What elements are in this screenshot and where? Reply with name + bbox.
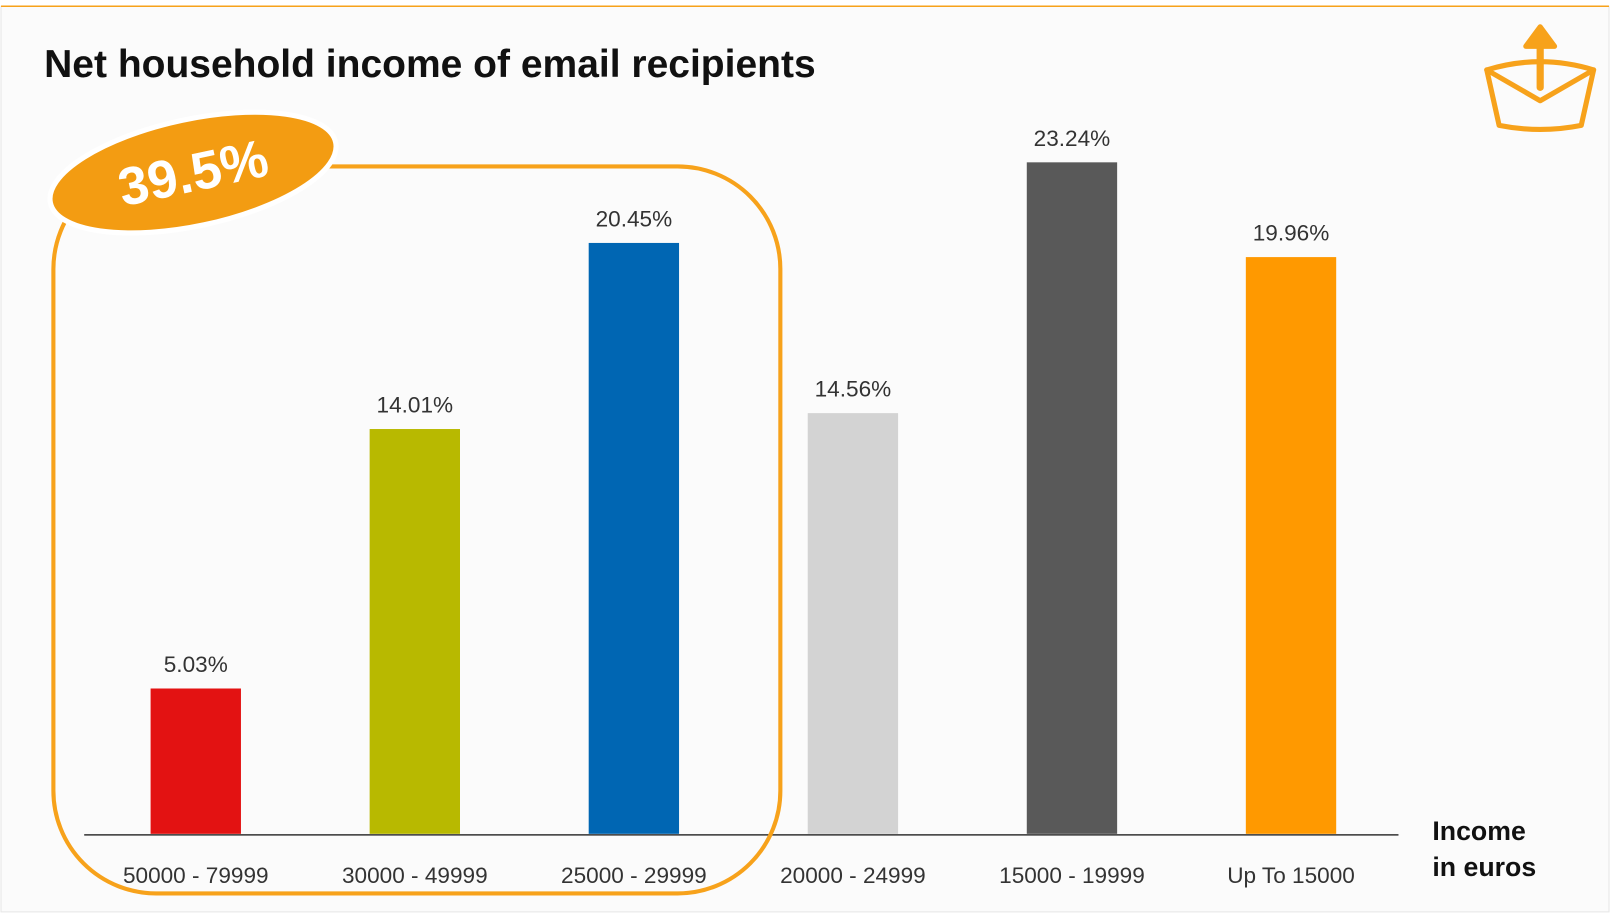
value-label: 19.96% — [1253, 221, 1330, 246]
x-tick-label: 30000 - 49999 — [342, 863, 488, 888]
chart-title: Net household income of email recipients — [44, 43, 816, 86]
value-label: 14.01% — [377, 393, 454, 418]
plot: 5.03% 50000 - 79999 14.01% 30000 - 49999 20.… — [123, 126, 1355, 888]
value-label: 20.45% — [596, 207, 673, 232]
value-label: 5.03% — [164, 652, 228, 677]
value-label: 23.24% — [1034, 126, 1111, 151]
bar — [1245, 257, 1337, 834]
x-tick-label: 20000 - 24999 — [780, 863, 926, 888]
bar — [1026, 162, 1118, 834]
x-tick-label: Up To 15000 — [1227, 863, 1355, 888]
bar — [807, 413, 899, 834]
x-axis-label: Income in euros — [1432, 816, 1536, 882]
x-tick-label: 25000 - 29999 — [561, 863, 707, 888]
x-tick-label: 50000 - 79999 — [123, 863, 269, 888]
bar — [588, 242, 680, 834]
value-label: 14.56% — [815, 377, 892, 402]
badge-shape — [47, 109, 339, 236]
bar — [369, 429, 460, 834]
envelope-icon — [1484, 24, 1597, 133]
highlight-frame — [51, 164, 783, 896]
badge: 39.5% — [47, 109, 339, 236]
bar — [150, 688, 241, 834]
x-tick-label: 15000 - 19999 — [999, 863, 1145, 888]
